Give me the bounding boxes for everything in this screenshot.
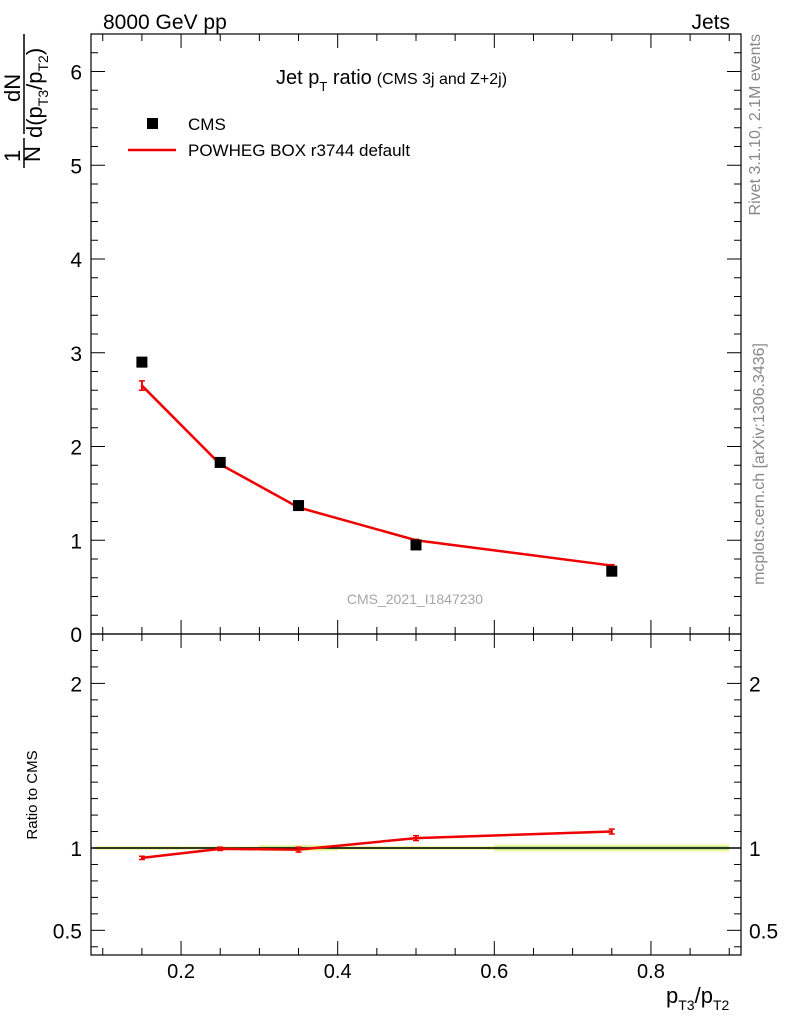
x-label-p: p [666, 983, 678, 1008]
main-y-tick-label: 1 [70, 530, 82, 553]
main-y-tick-label: 6 [70, 62, 82, 85]
mcplots-label: mcplots.cern.ch [arXiv:1306.3436] [751, 343, 768, 585]
y-label-sub2: T2 [35, 55, 51, 72]
header-right: Jets [691, 11, 730, 34]
x-tick-label: 0.2 [167, 961, 195, 983]
ratio-axes: 0.2 0.4 0.6 0.8 0.5 0.5 1 1 2 2 [53, 633, 778, 983]
ratio-y-tick-label-right: 2 [749, 673, 761, 696]
x-label-sub1: T3 [678, 997, 695, 1013]
y-label-sub1: T3 [35, 90, 51, 107]
analysis-watermark: CMS_2021_I1847230 [347, 591, 483, 607]
x-tick-label: 0.8 [637, 961, 665, 983]
ratio-y-tick-label-right: 1 [749, 838, 761, 861]
cms-point [606, 565, 618, 577]
title-small: (CMS 3j and Z+2j) [377, 71, 507, 88]
cms-point [293, 500, 305, 512]
ratio-y-tick-label-left: 2 [70, 673, 82, 696]
y-label-one: 1 [0, 150, 25, 162]
legend-data-marker [147, 118, 158, 129]
y-label-close: ) [22, 48, 47, 55]
cms-point [410, 539, 422, 551]
legend-data-label: CMS [188, 115, 226, 134]
main-y-tick-label: 2 [70, 437, 82, 460]
ratio-series [138, 828, 615, 861]
cms-point [136, 356, 148, 368]
plot-title: Jet pT ratio (CMS 3j and Z+2j) [276, 67, 507, 94]
ratio-y-tick-label-left: 0.5 [53, 920, 82, 943]
title-main: Jet p [276, 67, 319, 89]
x-label-slash: /p [695, 983, 713, 1008]
cms-point [214, 456, 226, 468]
title-sub: T [319, 79, 327, 94]
ratio-y-tick-label-left: 1 [70, 838, 82, 861]
y-label-dn: dN [0, 74, 25, 102]
main-y-label: 1 N dN d(pT3/pT2) [0, 34, 51, 168]
main-axes: 0 1 2 3 4 5 6 [70, 33, 742, 647]
ratio-frame [90, 633, 742, 956]
main-y-tick-label: 0 [70, 624, 82, 647]
y-label-mid: /p [22, 72, 47, 90]
mc-line [141, 384, 612, 567]
y-label-n: N [20, 146, 45, 162]
title-tail: ratio [327, 67, 371, 89]
x-tick-label: 0.4 [324, 961, 352, 983]
y-label-denominator: d(pT3/pT2) [22, 48, 51, 138]
legend-mc-label: POWHEG BOX r3744 default [188, 141, 410, 160]
main-y-tick-label: 5 [70, 155, 82, 178]
y-label-d: d(p [22, 106, 47, 138]
main-series [136, 356, 618, 577]
ratio-y-tick-label-right: 0.5 [749, 920, 778, 943]
main-y-tick-label: 3 [70, 343, 82, 366]
ratio-y-label: Ratio to CMS [24, 750, 41, 839]
main-y-tick-label: 4 [70, 249, 82, 272]
rivet-label: Rivet 3.1.10, 2.1M events [747, 34, 764, 215]
x-tick-label: 0.6 [480, 961, 508, 983]
x-label-sub2: T2 [713, 997, 730, 1013]
x-axis-label: pT3/pT2 [666, 983, 730, 1013]
header-left: 8000 GeV pp [103, 11, 227, 34]
